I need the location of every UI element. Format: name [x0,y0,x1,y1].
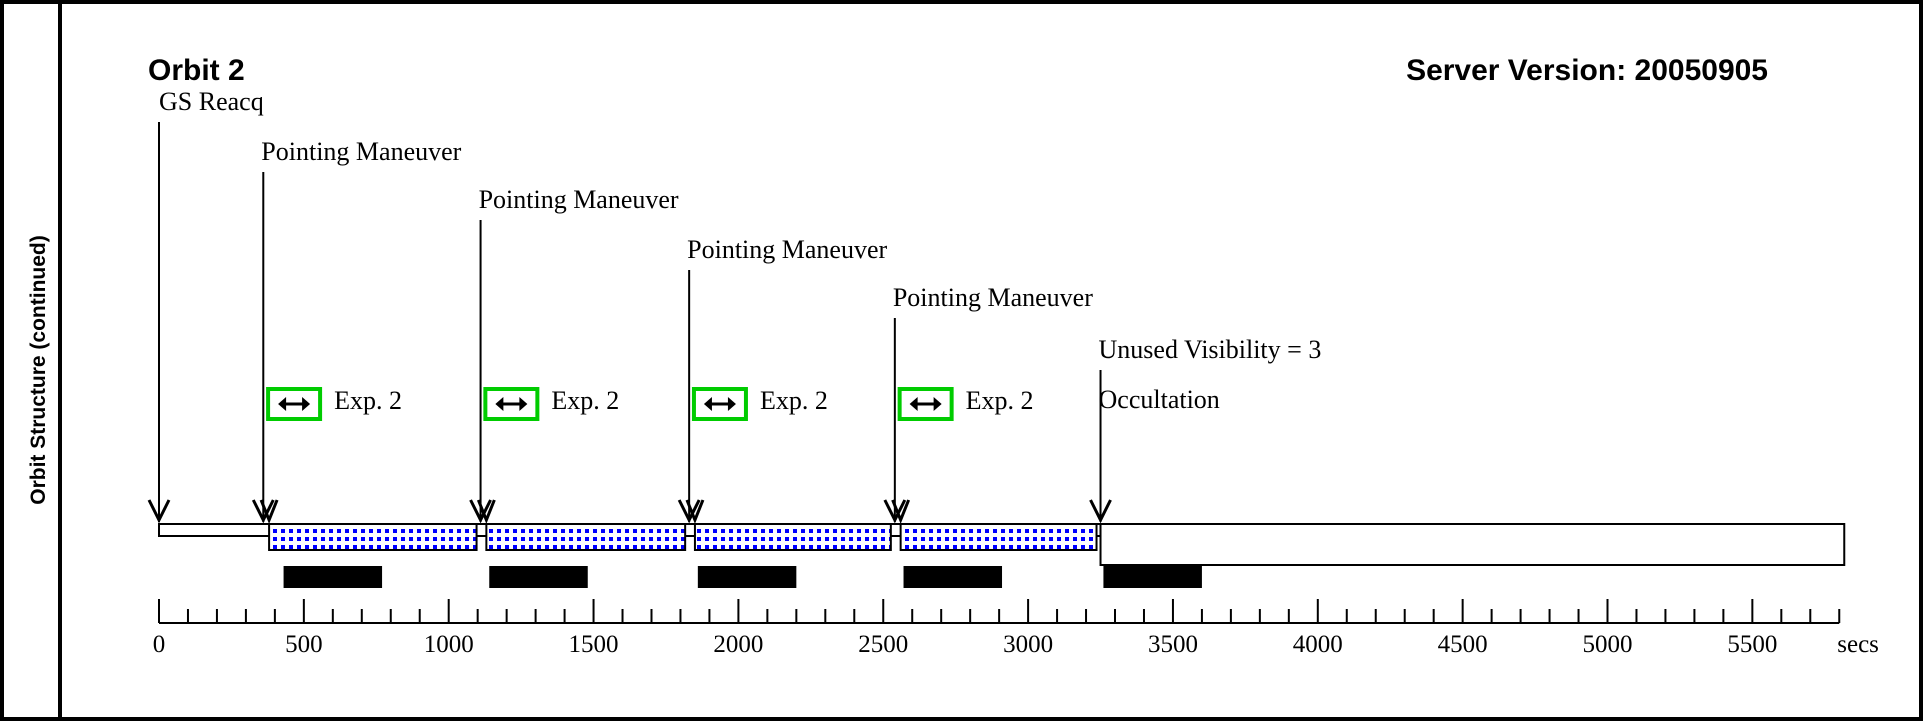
readout-bar [697,566,797,588]
event-arrowhead [469,499,492,524]
exposure-bar [899,523,1098,551]
exposure-start-arrowhead [685,499,705,525]
exposure-bar [693,523,892,551]
event-label: Pointing Maneuver [479,185,679,214]
exposure-icon-right-head [519,397,528,411]
exposure-icon-right-head [727,397,736,411]
readout-bar [283,566,383,588]
exposure-icon [266,387,323,421]
axis-tick-label: 3000 [1003,631,1053,658]
exposure-start-arrowhead [476,499,496,525]
exposure-bar [485,523,687,551]
readout-bar [489,566,588,588]
exposure-icon [897,387,954,421]
axis-tick-label: 4500 [1438,631,1488,658]
event-label: Pointing Maneuver [893,283,1093,312]
axis-tick-label: 5000 [1583,631,1633,658]
exposure-icon-right-head [933,397,942,411]
orbit-title: Orbit 2 [148,54,245,87]
axis-tick-label: 5500 [1727,631,1777,658]
exposure-bar [268,523,478,551]
exposure-label: Exp. 2 [551,386,619,415]
axis-tick-label: 1000 [424,631,474,658]
exposure-icon-left-head [909,397,918,411]
exposure-label: Exp. 2 [334,386,402,415]
axis-tick-label: 2000 [713,631,763,658]
exposure-label: Exp. 2 [760,386,828,415]
axis-tick-label: 500 [285,631,323,658]
exposure-start-arrowhead [259,499,279,525]
event-label: Pointing Maneuver [687,235,887,264]
axis-tick-label: 3500 [1148,631,1198,658]
server-version: Server Version: 20050905 [1406,54,1768,87]
event-arrowhead [883,499,907,524]
exposure-icon [483,387,540,421]
exposure-icon-left-head [495,397,504,411]
exposure-icon-right-head [302,397,311,411]
occultation-bar [1099,523,1846,566]
axis-unit-label: secs [1837,631,1879,658]
readout-bar [903,566,1003,588]
event-arrowhead [677,499,701,524]
event-arrowhead [147,499,171,524]
event-label: Pointing Maneuver [261,137,461,166]
sidebar-label: Orbit Structure (continued) [27,235,50,505]
axis-tick-label: 1500 [569,631,619,658]
event-arrowhead [251,499,275,524]
axis-tick-label: 2500 [858,631,908,658]
readout-bar [1103,566,1202,588]
exposure-start-arrowhead [891,499,911,525]
axis-tick-label: 4000 [1293,631,1343,658]
event-label: GS Reacq [159,87,264,116]
exposure-icon [691,387,748,421]
event-label: Occultation [1099,385,1220,414]
event-label: Unused Visibility = 3 [1099,335,1322,364]
axis-tick-label: 0 [153,631,166,658]
exposure-label: Exp. 2 [966,386,1034,415]
exposure-icon-left-head [703,397,712,411]
event-arrowhead [1089,499,1112,524]
exposure-icon-left-head [278,397,287,411]
